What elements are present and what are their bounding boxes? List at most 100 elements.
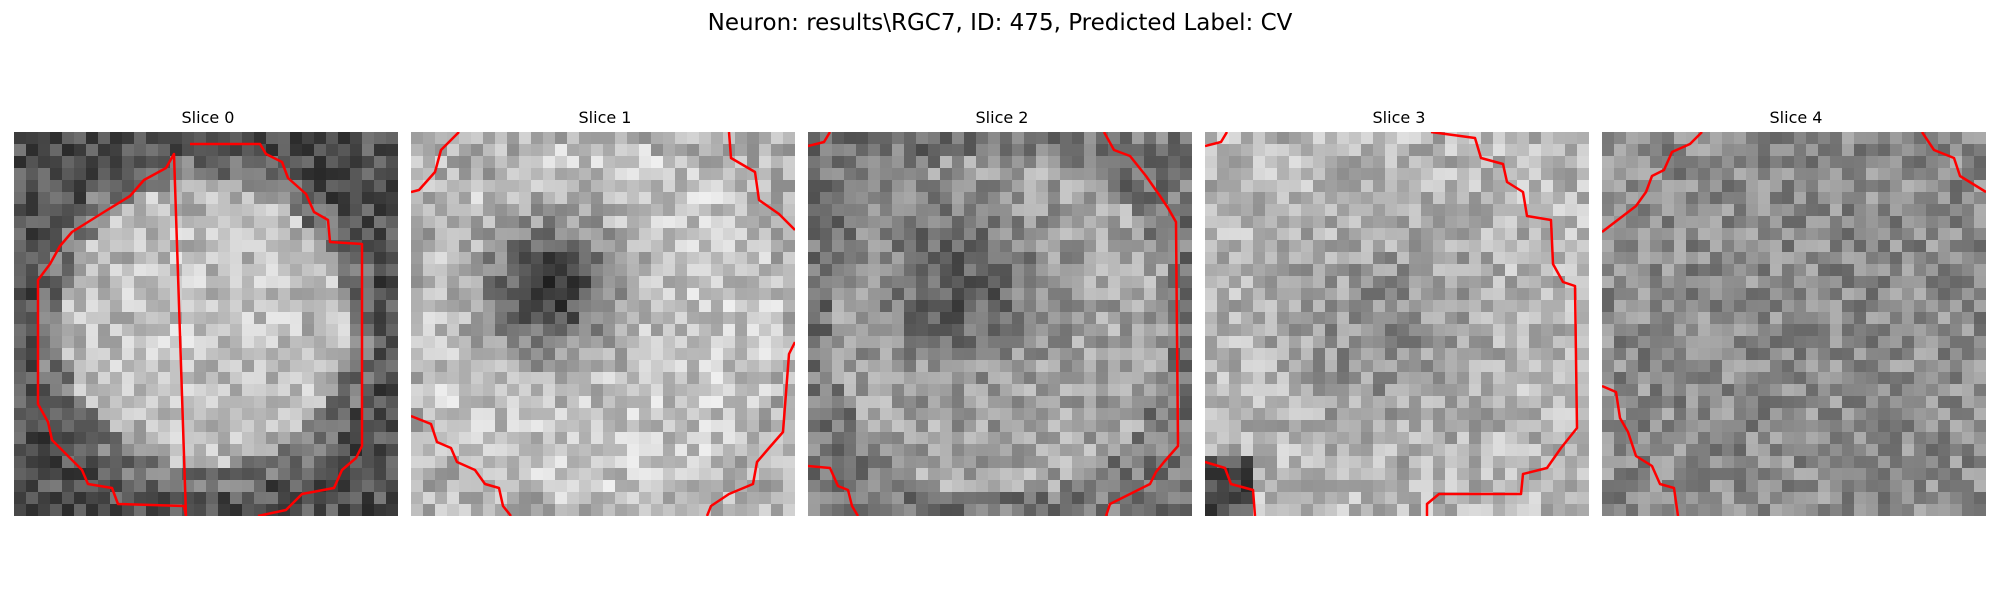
- pixel-cell: [1638, 288, 1651, 301]
- pixel-cell: [519, 300, 532, 313]
- pixel-cell: [194, 432, 207, 445]
- pixel-cell: [1409, 456, 1422, 469]
- pixel-cell: [1902, 180, 1915, 193]
- pixel-cell: [1084, 132, 1097, 145]
- pixel-cell: [278, 192, 291, 205]
- pixel-cell: [531, 480, 544, 493]
- pixel-cell: [1337, 444, 1350, 457]
- pixel-cell: [1650, 324, 1663, 337]
- pixel-cell: [242, 396, 255, 409]
- pixel-cell: [1469, 312, 1482, 325]
- pixel-cell: [1313, 336, 1326, 349]
- pixel-cell: [1902, 252, 1915, 265]
- pixel-cell: [122, 384, 135, 397]
- pixel-cell: [26, 468, 39, 481]
- pixel-cell: [747, 192, 760, 205]
- pixel-cell: [675, 408, 688, 421]
- pixel-cell: [1433, 144, 1446, 157]
- pixel-cell: [1770, 276, 1783, 289]
- pixel-cell: [555, 444, 568, 457]
- pixel-cell: [290, 144, 303, 157]
- pixel-cell: [1614, 360, 1627, 373]
- pixel-cell: [1012, 456, 1025, 469]
- pixel-cell: [206, 228, 219, 241]
- pixel-cell: [1974, 228, 1986, 241]
- pixel-cell: [880, 504, 893, 516]
- pixel-cell: [1842, 144, 1855, 157]
- pixel-cell: [639, 444, 652, 457]
- pixel-cell: [1349, 312, 1362, 325]
- pixel-cell: [1481, 240, 1494, 253]
- pixel-cell: [771, 348, 784, 361]
- pixel-cell: [1156, 384, 1169, 397]
- pixel-cell: [134, 276, 147, 289]
- pixel-cell: [1529, 144, 1542, 157]
- pixel-cell: [1072, 168, 1085, 181]
- pixel-cell: [1782, 432, 1795, 445]
- pixel-cell: [579, 408, 592, 421]
- pixel-cell: [1060, 480, 1073, 493]
- pixel-cell: [146, 312, 159, 325]
- pixel-cell: [1674, 432, 1687, 445]
- pixel-cell: [735, 180, 748, 193]
- pixel-cell: [1962, 432, 1975, 445]
- pixel-cell: [1084, 300, 1097, 313]
- pixel-cell: [158, 132, 171, 145]
- pixel-cell: [1036, 432, 1049, 445]
- pixel-cell: [1024, 456, 1037, 469]
- pixel-cell: [1229, 168, 1242, 181]
- pixel-cell: [1770, 144, 1783, 157]
- pixel-cell: [1072, 276, 1085, 289]
- pixel-cell: [110, 384, 123, 397]
- pixel-cell: [1072, 312, 1085, 325]
- pixel-cell: [928, 204, 941, 217]
- pixel-cell: [1289, 168, 1302, 181]
- pixel-cell: [62, 216, 75, 229]
- pixel-cell: [98, 300, 111, 313]
- pixel-cell: [723, 300, 736, 313]
- pixel-cell: [579, 480, 592, 493]
- pixel-cell: [964, 492, 977, 505]
- pixel-cell: [74, 384, 87, 397]
- pixel-cell: [1517, 144, 1530, 157]
- pixel-cell: [1168, 264, 1181, 277]
- pixel-cell: [411, 492, 424, 505]
- pixel-cell: [832, 432, 845, 445]
- pixel-cell: [26, 456, 39, 469]
- pixel-cell: [1577, 156, 1589, 169]
- pixel-cell: [1505, 228, 1518, 241]
- pixel-cell: [14, 348, 27, 361]
- pixel-cell: [844, 408, 857, 421]
- pixel-cell: [1650, 240, 1663, 253]
- pixel-cell: [1421, 360, 1434, 373]
- pixel-cell: [639, 324, 652, 337]
- pixel-cell: [86, 216, 99, 229]
- pixel-cell: [1782, 252, 1795, 265]
- pixel-cell: [1914, 312, 1927, 325]
- pixel-cell: [1698, 360, 1711, 373]
- pixel-cell: [543, 264, 556, 277]
- pixel-cell: [1674, 312, 1687, 325]
- pixel-cell: [1144, 456, 1157, 469]
- pixel-cell: [146, 288, 159, 301]
- pixel-cell: [1217, 192, 1230, 205]
- pixel-cell: [1565, 432, 1578, 445]
- pixel-cell: [38, 180, 51, 193]
- pixel-cell: [447, 432, 460, 445]
- pixel-cell: [386, 156, 398, 169]
- pixel-cell: [302, 348, 315, 361]
- pixel-cell: [892, 240, 905, 253]
- pixel-cell: [242, 192, 255, 205]
- pixel-cell: [1541, 180, 1554, 193]
- pixel-cell: [1577, 276, 1589, 289]
- pixel-cell: [651, 312, 664, 325]
- pixel-cell: [1096, 180, 1109, 193]
- pixel-cell: [1373, 336, 1386, 349]
- pixel-cell: [1746, 348, 1759, 361]
- pixel-cell: [555, 468, 568, 481]
- pixel-cell: [1325, 384, 1338, 397]
- pixel-cell: [1950, 324, 1963, 337]
- pixel-cell: [1409, 444, 1422, 457]
- pixel-cell: [266, 168, 279, 181]
- pixel-cell: [1710, 228, 1723, 241]
